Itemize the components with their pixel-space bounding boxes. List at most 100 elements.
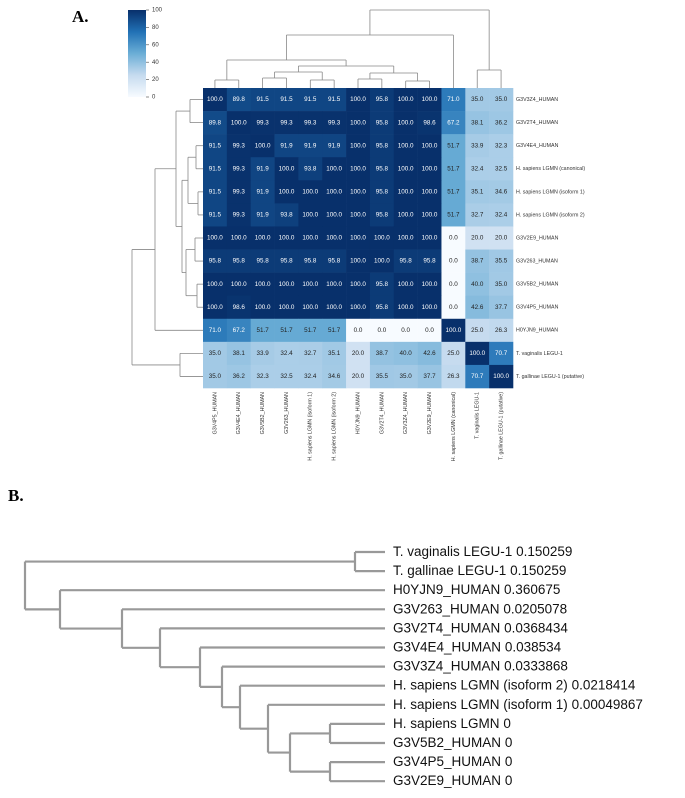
cell-label: 100.0 [279, 281, 295, 288]
cell-label: 38.7 [471, 258, 484, 265]
cell-label: 95.8 [209, 258, 222, 265]
heatmap-cell [346, 272, 371, 296]
cell-label: 100.0 [302, 189, 318, 196]
heatmap-cell [226, 203, 251, 227]
row-label: T. gallinae LEGU-1 (putative) [516, 374, 584, 380]
cell-label: 37.7 [495, 304, 508, 311]
column-label: G3V2E9_HUMAN [427, 392, 433, 435]
cell-label: 0.0 [449, 304, 458, 311]
cell-label: 100.0 [279, 304, 295, 311]
cell-label: 32.5 [495, 165, 508, 172]
heatmap-cell [441, 341, 466, 366]
cell-label: 100.0 [398, 119, 414, 126]
heatmap-cell [298, 364, 323, 389]
cell-label: 100.0 [398, 189, 414, 196]
heatmap-cell [369, 134, 395, 158]
heatmap-cell [489, 364, 514, 389]
cell-label: 0.0 [449, 258, 458, 265]
cell-label: 100.0 [422, 235, 438, 242]
cell-label: 32.4 [471, 165, 484, 172]
cell-label: 100.0 [398, 142, 414, 149]
cell-label: 100.0 [374, 235, 390, 242]
heatmap-cell [369, 295, 395, 320]
cell-label: 95.8 [376, 96, 389, 103]
cell-label: 100.0 [350, 96, 366, 103]
heatmap-cell [203, 203, 228, 227]
leaf-name: G3V263_HUMAN [393, 601, 500, 616]
cell-label: 99.3 [233, 165, 246, 172]
column-label: G3V263_HUMAN [284, 392, 290, 434]
heatmap-cell [203, 180, 228, 204]
heatmap-cell [417, 318, 442, 343]
cell-label: 51.7 [304, 327, 317, 334]
heatmap-cell [322, 111, 347, 135]
branch-length: 0.0205078 [503, 601, 567, 616]
cell-label: 100.0 [398, 165, 414, 172]
cell-label: 91.5 [209, 142, 222, 149]
cell-label: 20.0 [495, 235, 508, 242]
cell-label: 100.0 [207, 235, 223, 242]
heatmap-cell [250, 111, 275, 135]
cell-label: 99.3 [328, 119, 341, 126]
row-label: H. sapiens LGMN (isoform 2) [516, 212, 585, 218]
cell-label: 100.0 [255, 304, 271, 311]
heatmap-cell [346, 249, 371, 273]
heatmap-cell [369, 249, 395, 273]
column-label: H0YJN9_HUMAN [355, 392, 361, 434]
heatmap-cell [441, 203, 466, 227]
branch-length: 0 [505, 773, 513, 788]
heatmap-cell [298, 203, 323, 227]
row-label: H. sapiens LGMN (isoform 1) [516, 189, 585, 195]
heatmap-cell [346, 157, 371, 181]
heatmap-cell [369, 364, 395, 389]
cell-label: 40.0 [471, 281, 484, 288]
cell-label: 95.8 [280, 258, 293, 265]
heatmap-cell [274, 272, 299, 296]
cell-label: 100.0 [374, 258, 390, 265]
colorbar-tick-label: 100 [152, 8, 163, 14]
branch-length: 0.0218414 [572, 677, 636, 692]
cell-label: 38.1 [233, 350, 246, 357]
leaf-label: H. sapiens LGMN 0 [393, 715, 511, 730]
leaf-label: G3V3Z4_HUMAN 0.0333868 [393, 658, 568, 673]
heatmap-cell [417, 226, 442, 250]
cell-label: 100.0 [207, 304, 223, 311]
cell-label: 51.7 [447, 189, 460, 196]
cell-label: 100.0 [279, 235, 295, 242]
leaf-label: G3V4E4_HUMAN 0.038534 [393, 639, 562, 654]
row-label: G3V3Z4_HUMAN [516, 97, 558, 103]
cell-label: 100.0 [469, 350, 485, 357]
branch-length: 0.00049867 [572, 696, 643, 711]
heatmap-cell [322, 272, 347, 296]
heatmap-cell [393, 226, 418, 250]
branch-length: 0.150259 [510, 563, 566, 578]
heatmap-cell [417, 180, 442, 204]
leaf-label: G3V2T4_HUMAN 0.0368434 [393, 620, 568, 635]
branch-length: 0.150259 [516, 544, 572, 559]
heatmap-cell [441, 295, 466, 320]
heatmap-cell [298, 88, 323, 112]
cell-label: 95.8 [376, 189, 389, 196]
cell-label: 34.6 [495, 189, 508, 196]
leaf-label: H. sapiens LGMN (isoform 1) 0.00049867 [393, 696, 643, 711]
leaf-label: T. gallinae LEGU-1 0.150259 [393, 563, 566, 578]
cell-label: 91.9 [256, 212, 269, 219]
cell-label: 32.7 [304, 350, 317, 357]
cell-label: 100.0 [231, 119, 247, 126]
cell-label: 51.7 [447, 165, 460, 172]
heatmap-cell [226, 364, 251, 389]
cell-label: 37.7 [423, 373, 436, 380]
heatmap-cell [274, 111, 299, 135]
heatmap-cell [298, 111, 323, 135]
column-label: H. sapiens LGMN (canonical) [451, 392, 457, 461]
heatmap-cell [465, 111, 490, 135]
heatmap-cell [274, 364, 299, 389]
heatmap-cell [441, 88, 466, 112]
heatmap-cell [322, 180, 347, 204]
heatmap-cell [322, 341, 347, 366]
cell-label: 95.8 [328, 258, 341, 265]
cell-label: 100.0 [326, 281, 342, 288]
column-label: T. vaginalis LEGU-1 [475, 392, 481, 439]
leaf-name: G3V3Z4_HUMAN [393, 658, 500, 673]
heatmap-cell [369, 180, 395, 204]
